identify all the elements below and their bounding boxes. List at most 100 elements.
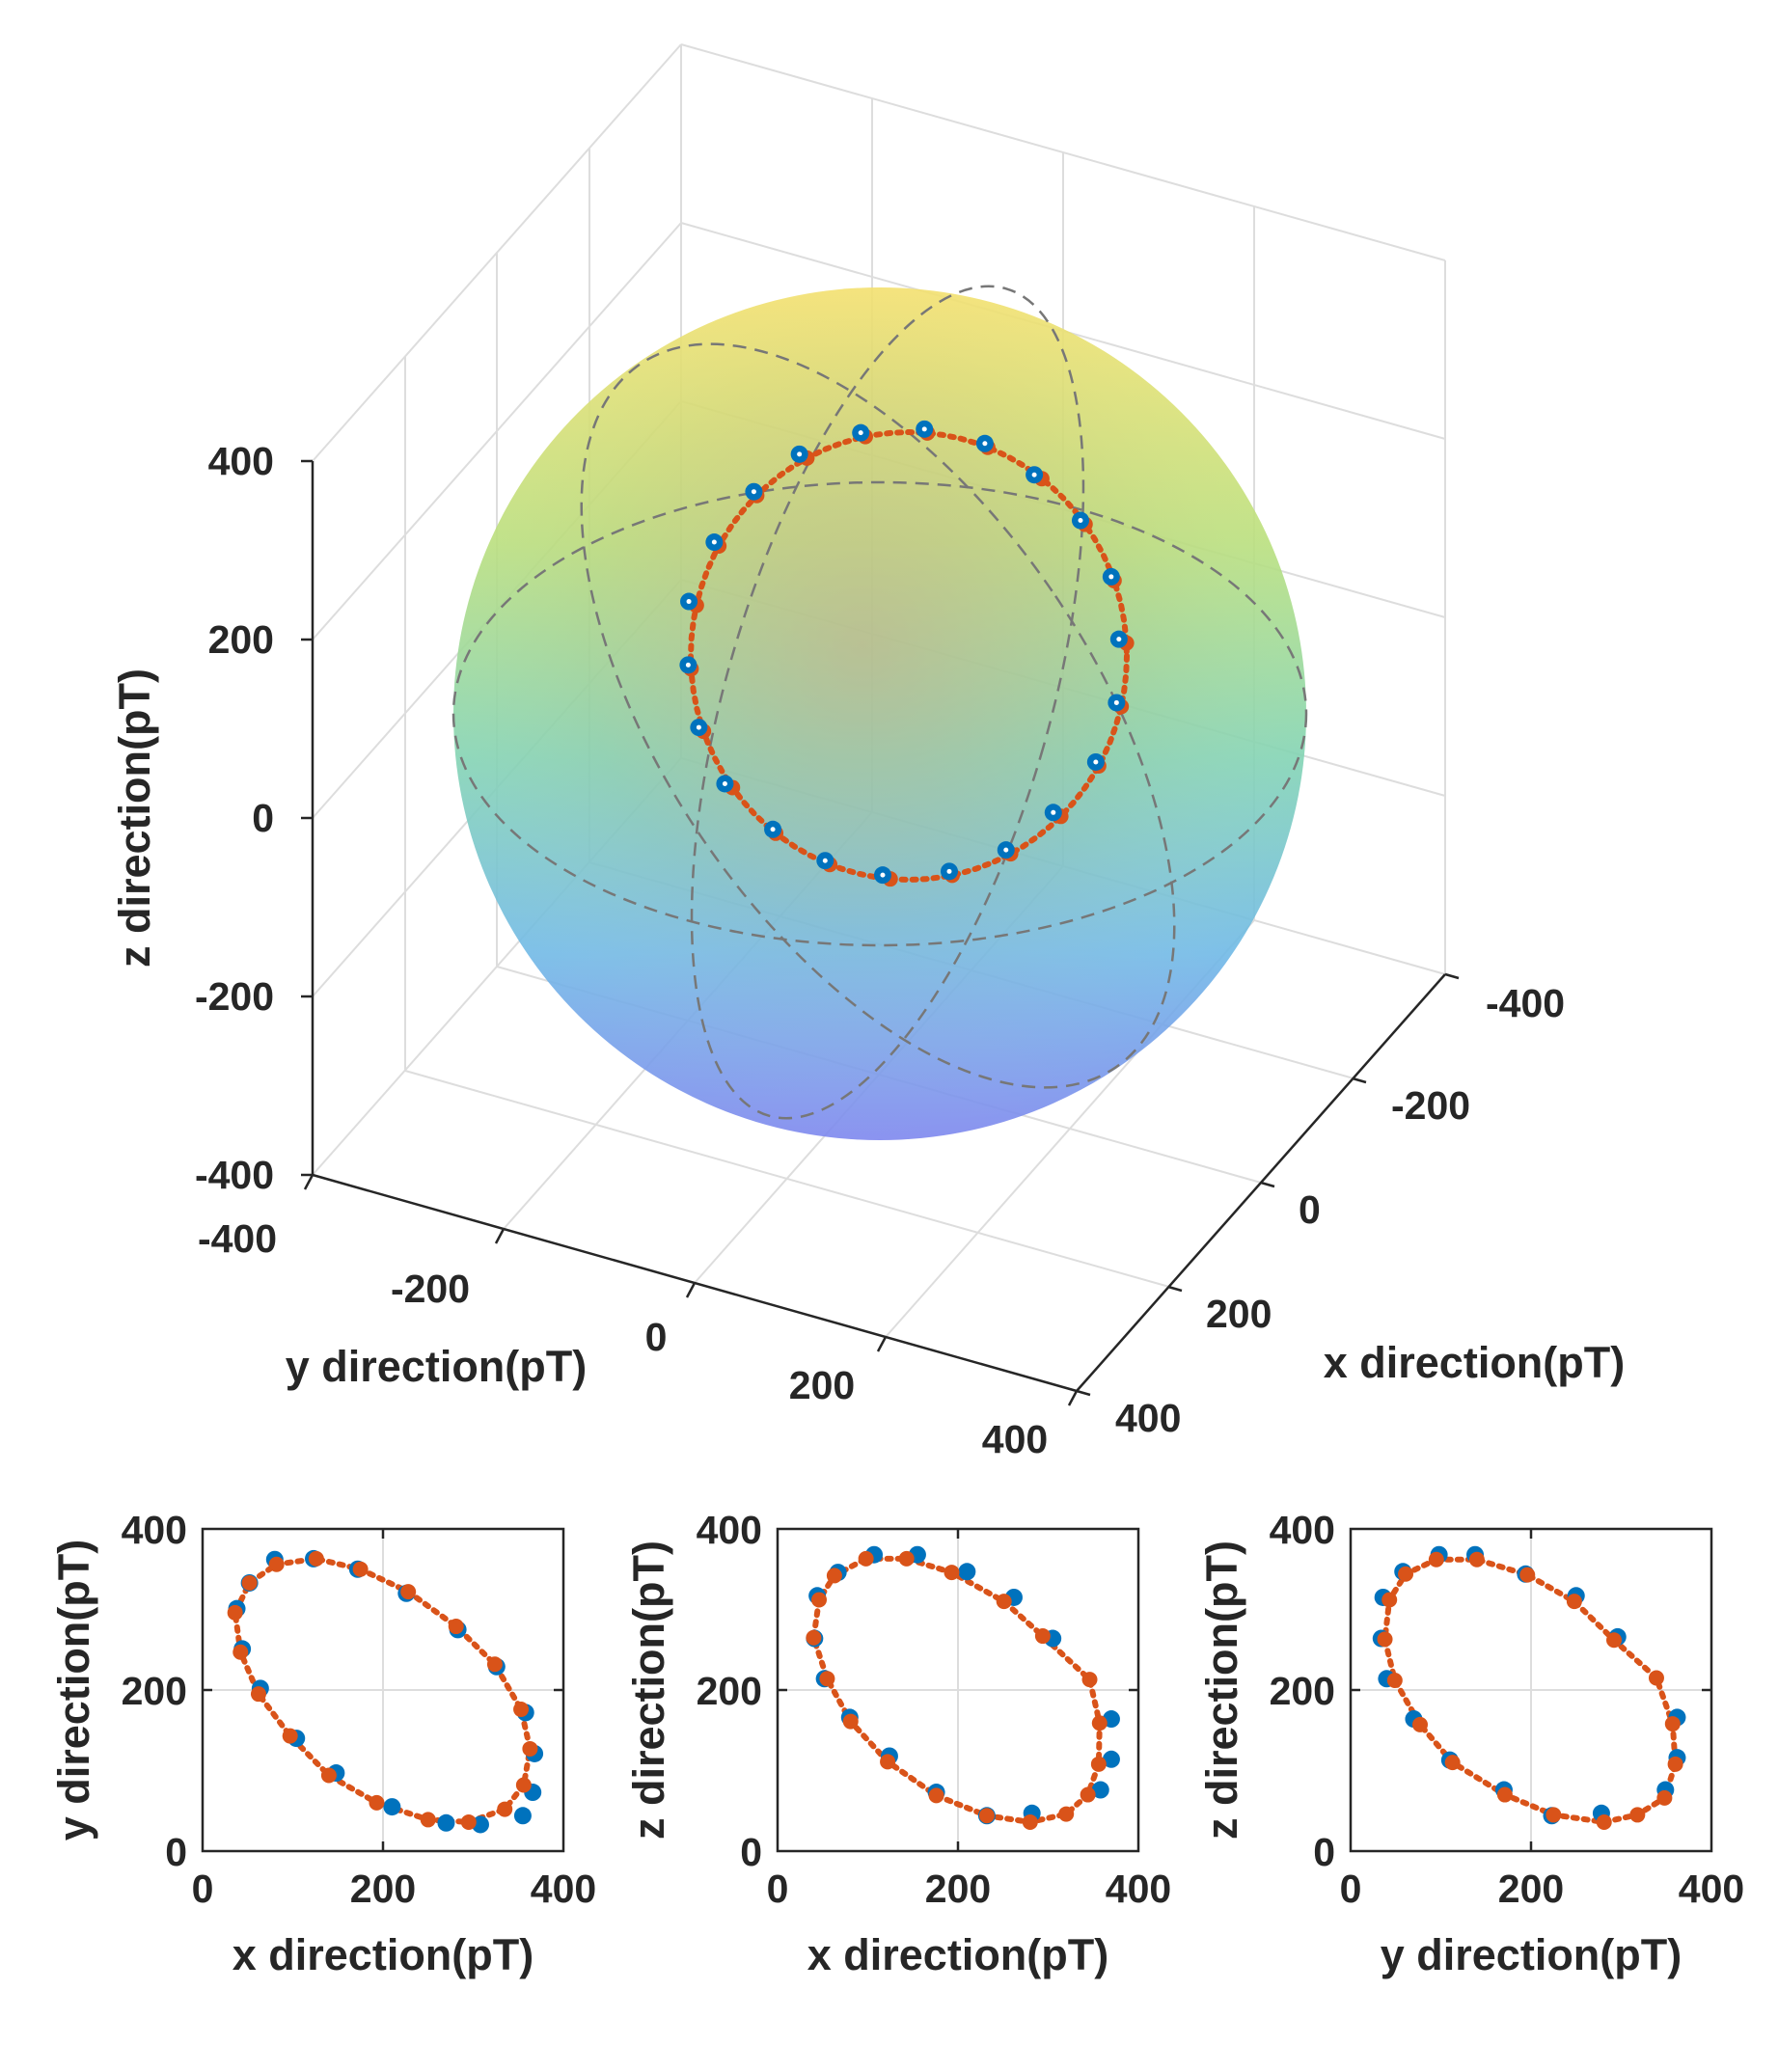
x-tick-label: 400 [1679, 1867, 1744, 1911]
fitted-point [1667, 1756, 1683, 1772]
fitted-point [1022, 1813, 1038, 1830]
fitted-point [369, 1794, 385, 1811]
fitted-point [1596, 1813, 1612, 1830]
fitted-point [233, 1644, 249, 1660]
series-layer [806, 1545, 1120, 1830]
z-tick-label: -400 [195, 1153, 274, 1197]
chart-xy: 0 200 400 400 200 0 x direction(pT) y di… [49, 1508, 596, 1979]
measured-point [437, 1813, 455, 1832]
fitted-point [1496, 1786, 1513, 1803]
fitted-point [1080, 1786, 1096, 1803]
grid [1351, 1529, 1711, 1851]
z-axis-label: z direction(pT) [110, 668, 159, 968]
y-tick-label: 0 [740, 1830, 762, 1874]
measured-point-3d-center [1116, 637, 1122, 642]
fitted-point [1566, 1594, 1582, 1610]
chart-xz: 0 200 400 400 200 0 x direction(pT) z di… [624, 1508, 1171, 1979]
measured-point-3d-center [696, 724, 701, 730]
measured-point-3d-center [1108, 574, 1114, 580]
fitted-point [486, 1656, 503, 1673]
measured-point-3d-center [1003, 847, 1009, 853]
measured-point-3d-center [686, 599, 692, 605]
measured-point [383, 1798, 401, 1816]
x-axis-label: x direction(pT) [807, 1930, 1109, 1979]
fitted-point [448, 1619, 464, 1635]
fitted-point [944, 1565, 960, 1581]
fitted-point [420, 1812, 436, 1828]
measured-point-3d-center [797, 451, 803, 457]
y-tick-label: 0 [1313, 1830, 1335, 1874]
ticks [203, 1529, 563, 1851]
x-tick-label: 200 [1498, 1867, 1564, 1911]
x-tick-label: 400 [1115, 1396, 1181, 1440]
z-tick-label: 0 [252, 796, 274, 840]
fitted-point [1656, 1789, 1673, 1806]
z-tick-label: 200 [208, 617, 274, 662]
x-tick-label: 0 [767, 1867, 789, 1911]
fitted-point [1090, 1756, 1107, 1772]
fitted-point [515, 1777, 532, 1793]
fitted-point [1386, 1672, 1403, 1688]
fitted-point [1545, 1807, 1562, 1823]
fitted-point [1398, 1566, 1414, 1582]
fitted-point [978, 1808, 995, 1824]
measured-point-3d-center [722, 780, 727, 786]
axes-3d [301, 459, 1460, 1406]
measured-point-3d-center [711, 539, 717, 545]
fitted-point [898, 1550, 915, 1567]
measured-point [1102, 1750, 1120, 1768]
fitted-ring [687, 428, 1130, 884]
fitted-point [1381, 1592, 1398, 1608]
fitted-point [880, 1754, 896, 1770]
fitted-point [826, 1568, 842, 1584]
y-tick-label: 400 [982, 1417, 1048, 1461]
sphere [451, 285, 1308, 1140]
y-tick-label: 400 [1270, 1508, 1335, 1552]
x-axis-label: y direction(pT) [1381, 1930, 1682, 1979]
fitted-point [1629, 1807, 1646, 1823]
measured-point-3d-center [1051, 809, 1056, 815]
series-layer [227, 1549, 544, 1834]
x-tick-label: 200 [1206, 1292, 1272, 1336]
fitted-point [1058, 1806, 1075, 1822]
measured-point-3d-center [1031, 472, 1037, 477]
measured-point-3d-center [858, 430, 863, 436]
series-layer [1372, 1545, 1686, 1830]
measured-point-3d-center [685, 662, 691, 668]
x-tick-label: 0 [192, 1867, 214, 1911]
chart-3d: 400 200 0 -200 -400 -400 -200 0 200 400 … [110, 43, 1626, 1461]
x-axis-label: x direction(pT) [233, 1930, 534, 1979]
measured-point-3d-center [1093, 759, 1099, 765]
measured-point-3d-center [1078, 518, 1083, 524]
fitted-point [1428, 1551, 1444, 1568]
chart-3d-ring [679, 420, 1135, 887]
measured-point-3d-center [822, 858, 828, 863]
fitted-point [513, 1702, 530, 1718]
x-tick-label: 0 [1340, 1867, 1362, 1911]
measured-point [1091, 1781, 1109, 1799]
z-tick-label: 400 [208, 439, 274, 483]
fitted-point [1648, 1670, 1664, 1686]
fitted-point [1606, 1632, 1623, 1649]
y-tick-label: -400 [198, 1216, 277, 1261]
x-axis-label: x direction(pT) [1324, 1338, 1626, 1387]
fitted-point [1411, 1716, 1428, 1732]
x-tick-label: 200 [350, 1867, 416, 1911]
x-tick-label: 200 [925, 1867, 991, 1911]
fitted-point [811, 1592, 828, 1608]
fitted-point [1091, 1715, 1108, 1731]
fitted-point [308, 1550, 324, 1567]
chart-yz: 0 200 400 400 200 0 y direction(pT) z di… [1197, 1508, 1744, 1979]
x-tick-label: 400 [531, 1867, 596, 1911]
fitted-point [227, 1604, 243, 1621]
y-tick-label: 200 [697, 1669, 762, 1713]
y-axis-label: z direction(pT) [624, 1540, 673, 1840]
fitted-point [1377, 1631, 1393, 1648]
x-tick-label: -400 [1486, 981, 1565, 1025]
fitted-point [1519, 1567, 1536, 1583]
y-axis-label: z direction(pT) [1197, 1540, 1246, 1840]
y-axis-label: y direction(pT) [49, 1540, 98, 1841]
fitted-point [268, 1556, 285, 1572]
fitted-point [842, 1713, 859, 1730]
